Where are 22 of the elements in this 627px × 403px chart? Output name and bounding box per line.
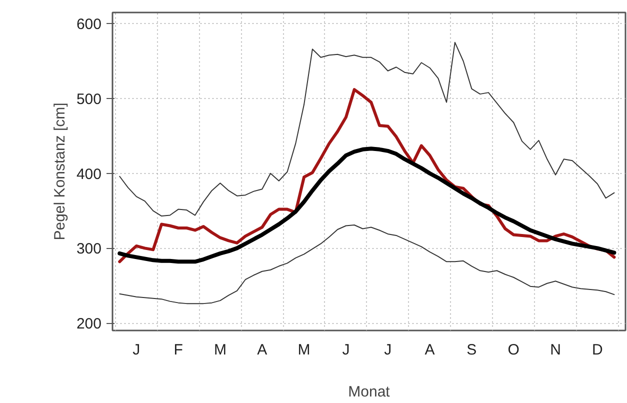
y-tick-label: 200 bbox=[76, 316, 102, 333]
x-tick-label: M bbox=[214, 342, 226, 358]
y-tick-label: 300 bbox=[76, 240, 102, 258]
x-tick-label: O bbox=[508, 342, 520, 358]
line-series bbox=[118, 146, 616, 264]
y-tick-label: 600 bbox=[76, 16, 102, 34]
line-series bbox=[119, 224, 615, 304]
line-series bbox=[119, 42, 615, 217]
x-tick-label: J bbox=[132, 342, 140, 358]
x-tick-label: J bbox=[384, 342, 392, 358]
x-tick-label: M bbox=[298, 342, 310, 358]
y-axis-title: Pegel Konstanz [cm] bbox=[51, 102, 68, 240]
x-tick-label: F bbox=[174, 342, 183, 358]
y-tick-label: 400 bbox=[76, 166, 102, 183]
y-tick-label: 500 bbox=[76, 91, 102, 108]
x-tick-label: A bbox=[257, 342, 268, 358]
x-tick-label: S bbox=[466, 342, 477, 358]
x-tick-label: J bbox=[342, 342, 350, 358]
x-tick-label: N bbox=[550, 342, 561, 358]
x-tick-label: A bbox=[424, 342, 435, 358]
x-axis-title: Monat bbox=[348, 384, 391, 400]
x-tick-label: D bbox=[592, 342, 604, 358]
